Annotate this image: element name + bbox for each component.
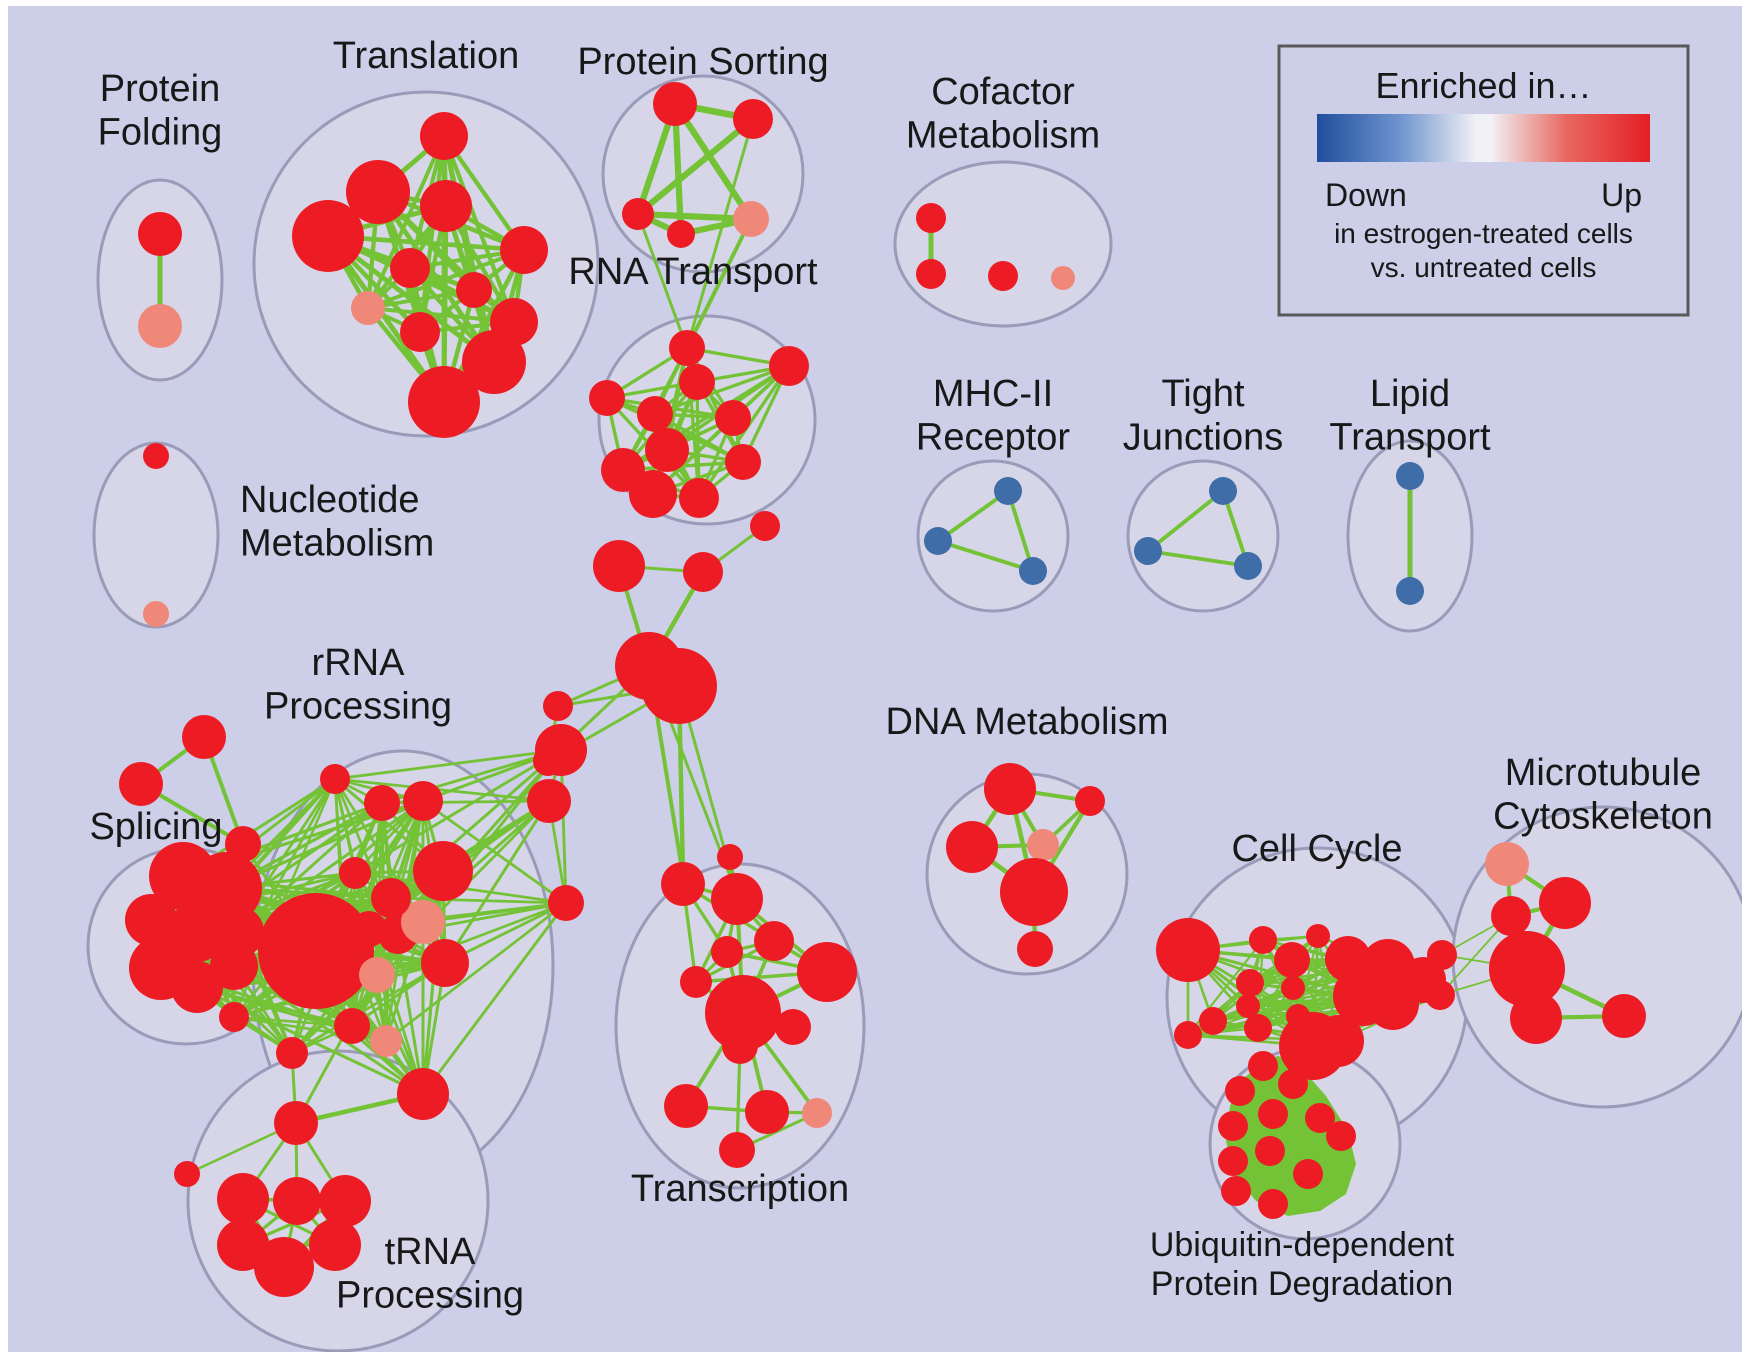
svg-text:Transcription: Transcription bbox=[631, 1168, 849, 1210]
svg-text:in estrogen-treated cells: in estrogen-treated cells bbox=[1334, 218, 1633, 249]
svg-text:Enriched in…: Enriched in… bbox=[1375, 65, 1591, 106]
svg-text:Up: Up bbox=[1601, 177, 1642, 213]
svg-text:Down: Down bbox=[1325, 177, 1407, 213]
svg-text:RNA Transport: RNA Transport bbox=[568, 251, 818, 293]
svg-text:vs. untreated cells: vs. untreated cells bbox=[1371, 252, 1597, 283]
svg-text:DNA Metabolism: DNA Metabolism bbox=[886, 701, 1169, 743]
svg-text:Protein Sorting: Protein Sorting bbox=[577, 41, 828, 83]
svg-text:Translation: Translation bbox=[333, 35, 520, 77]
svg-text:Splicing: Splicing bbox=[89, 806, 222, 848]
svg-text:Cell Cycle: Cell Cycle bbox=[1231, 828, 1402, 870]
